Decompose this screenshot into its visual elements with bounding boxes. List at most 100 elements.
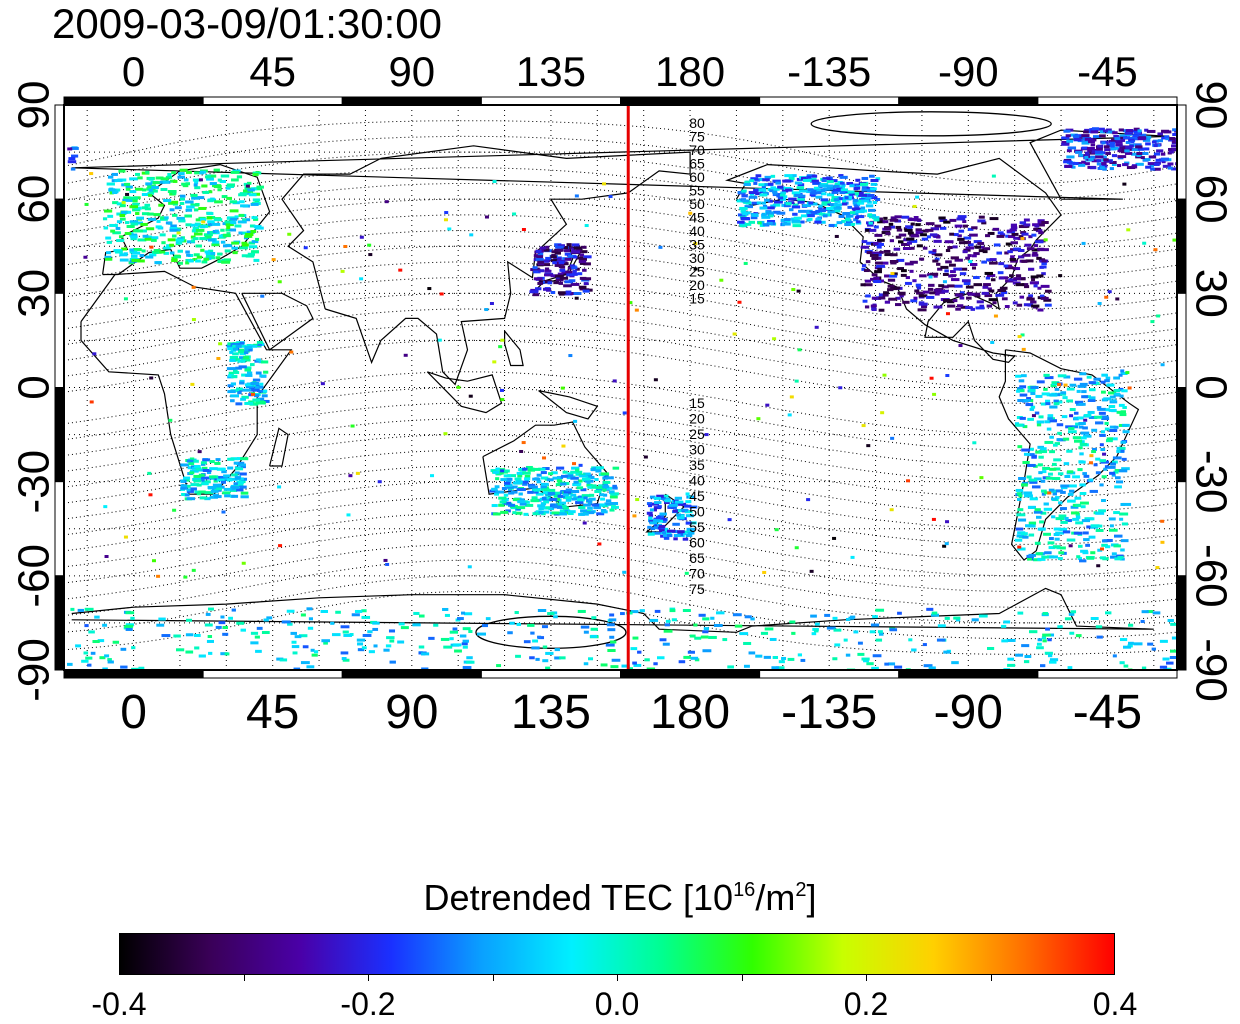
tec-point (1133, 143, 1142, 147)
tec-point (220, 228, 225, 232)
tec-point (1160, 152, 1166, 156)
tec-point (457, 617, 464, 621)
tec-point (123, 297, 128, 301)
tec-point (228, 616, 233, 620)
tec-point (1010, 259, 1018, 263)
tec-point (1101, 499, 1106, 503)
tec-point (929, 291, 938, 295)
tec-point (612, 379, 617, 383)
tec-point (1084, 151, 1090, 155)
tec-point (1043, 502, 1049, 506)
lon-tick-bottom: 45 (246, 686, 299, 739)
tec-point (1122, 163, 1129, 167)
tec-point (533, 277, 543, 281)
tec-point (1122, 147, 1130, 151)
tec-point (545, 651, 554, 655)
tec-point (819, 212, 826, 216)
tec-point (789, 620, 796, 624)
tec-point (1061, 140, 1070, 144)
tec-point (583, 630, 589, 634)
tec-point (587, 506, 593, 510)
tec-point (1101, 417, 1110, 421)
tec-point (708, 635, 717, 639)
tec-point (103, 505, 108, 509)
tec-point (969, 263, 978, 267)
tec-point (205, 254, 215, 258)
tec-point (659, 512, 667, 516)
tec-point (433, 623, 439, 627)
tec-point (564, 252, 572, 256)
tec-point (985, 234, 991, 238)
timestamp-label: 2009-03-09/01:30:00 (52, 0, 442, 47)
frame-bar-right (1176, 104, 1187, 200)
tec-point (129, 248, 135, 252)
tec-point (1132, 129, 1139, 133)
tec-point (537, 281, 543, 285)
tec-point (1029, 447, 1034, 451)
tec-point (240, 231, 247, 235)
tec-point (145, 182, 152, 186)
tec-point (1114, 485, 1122, 489)
tec-point (1022, 535, 1029, 539)
tec-point (253, 394, 260, 398)
tec-point (1016, 513, 1026, 517)
tec-point (559, 512, 568, 516)
tec-point (647, 532, 655, 536)
lat-tick-right: 30 (1186, 269, 1235, 318)
tec-point (1125, 140, 1131, 144)
tec-point (1070, 511, 1080, 515)
tec-point (580, 512, 589, 516)
tec-point (1112, 460, 1118, 464)
tec-point (979, 476, 984, 480)
tec-point (1001, 297, 1008, 301)
tec-point (957, 237, 965, 241)
tec-point (1157, 132, 1163, 136)
tec-point (704, 433, 709, 437)
tec-point (555, 278, 564, 282)
tec-point (867, 194, 875, 198)
tec-point (1004, 266, 1014, 270)
lon-tick-top: 135 (516, 48, 586, 95)
tec-point (222, 244, 228, 248)
tec-point (343, 244, 348, 248)
tec-point (689, 521, 697, 525)
tec-point (568, 354, 573, 358)
tec-point (897, 291, 906, 295)
tec-point (1005, 242, 1013, 246)
tec-point (824, 184, 834, 188)
tec-point (884, 274, 894, 278)
tec-point (853, 186, 861, 190)
tec-point (997, 271, 1004, 275)
tec-point (762, 178, 770, 182)
tec-point (452, 643, 462, 647)
tec-point (583, 255, 592, 259)
tec-point (367, 243, 372, 247)
tec-point (571, 266, 578, 270)
tec-point (781, 656, 787, 660)
tec-point (241, 477, 248, 481)
tec-point (250, 363, 255, 367)
tec-point (952, 245, 958, 249)
tec-point (1109, 141, 1116, 145)
tec-point (169, 227, 178, 231)
tec-point (874, 261, 883, 265)
magnetic-contours (64, 111, 1177, 655)
tec-point (1154, 162, 1160, 166)
tec-point (883, 249, 891, 253)
tec-point (545, 256, 552, 260)
tec-point (649, 521, 658, 525)
tec-point (871, 666, 879, 670)
tec-point (744, 205, 754, 209)
tec-point (462, 627, 471, 631)
tec-point (949, 263, 956, 267)
tec-point (1104, 545, 1111, 549)
lon-tick-bottom: 180 (650, 686, 730, 739)
tec-point (1120, 410, 1126, 414)
tec-point (1037, 638, 1043, 642)
tec-point (1048, 488, 1055, 492)
tec-point (895, 296, 901, 300)
tec-point (185, 182, 191, 186)
tec-point (609, 635, 615, 639)
tec-point (814, 622, 820, 626)
lat-tick-right: 90 (1186, 81, 1235, 130)
